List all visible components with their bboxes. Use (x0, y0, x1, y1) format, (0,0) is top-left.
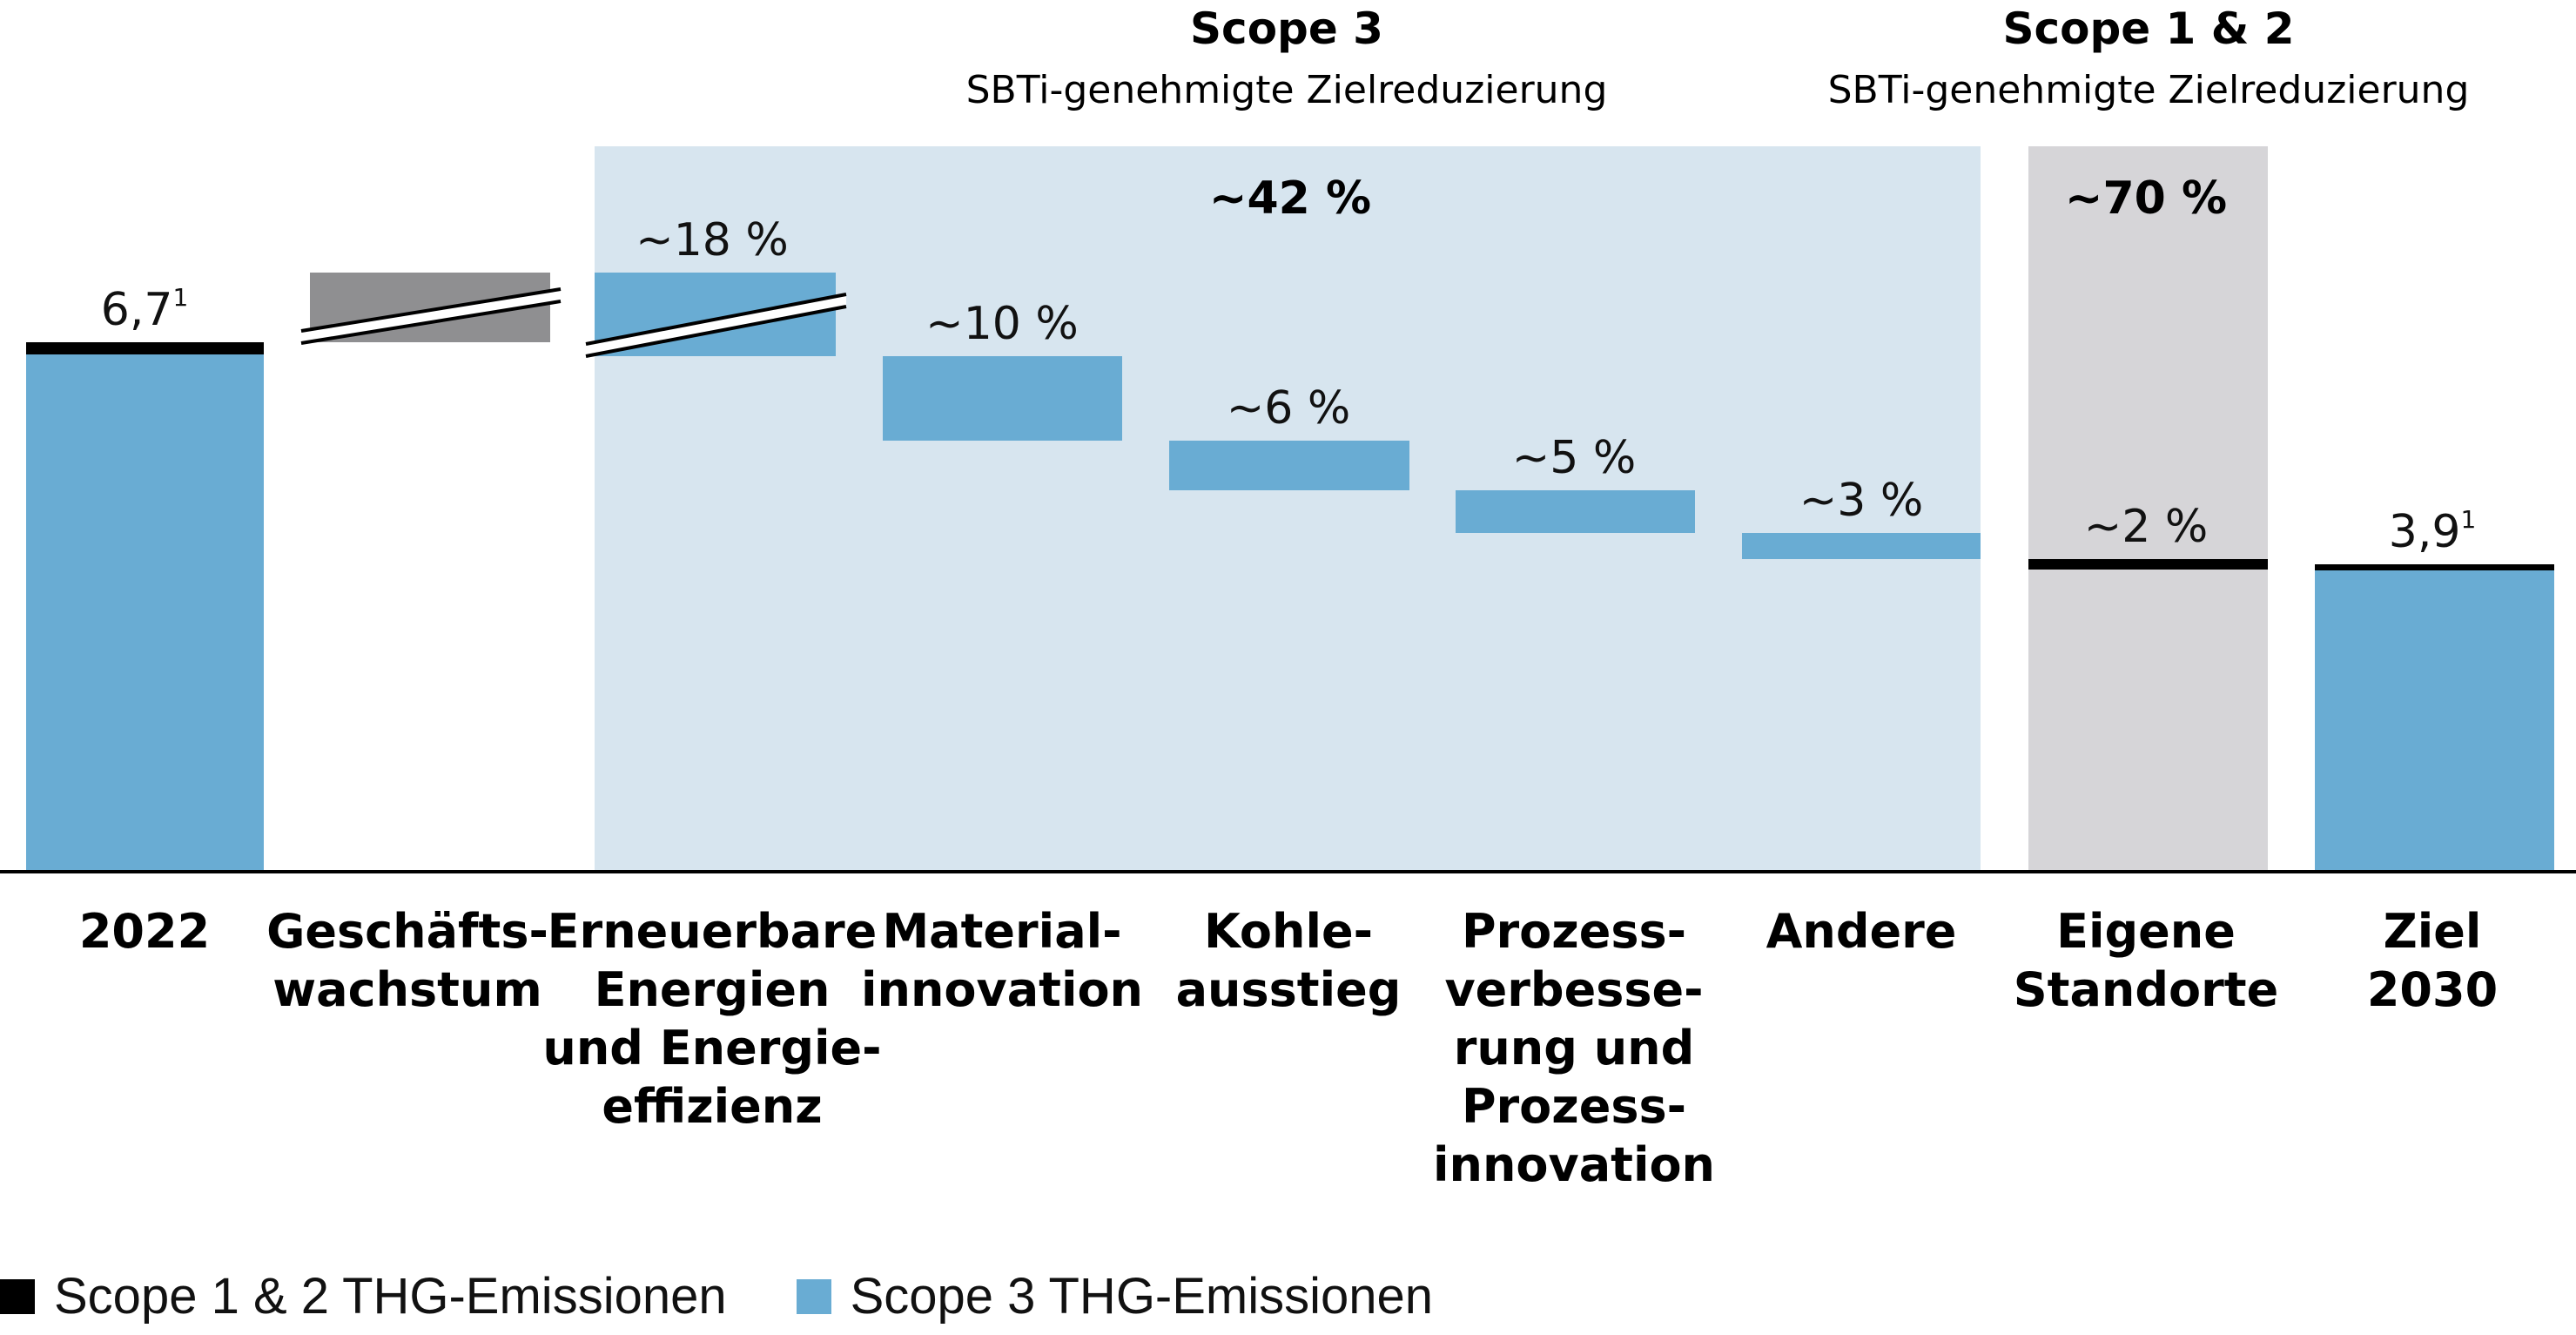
bar-2-value-label: ~18 % (636, 214, 789, 266)
category-label-1-line-1: wachstum (272, 962, 541, 1017)
bar-8-value-label: 3,91 (2389, 505, 2477, 558)
bar-4-value-label: ~6 % (1227, 382, 1351, 435)
bar-7-scope12 (2028, 559, 2268, 570)
category-label-3-line-0: Material- (882, 904, 1121, 959)
category-label-0-line-0: 2022 (79, 904, 210, 959)
bar-4-scope3 (1169, 441, 1409, 490)
bar-3-value-label: ~10 % (925, 298, 1079, 350)
bar-2-break-line-bottom (585, 305, 847, 358)
category-label-4-line-1: ausstieg (1176, 962, 1402, 1017)
scope3-subtitle: SBTi-genehmigte Zielreduzierung (966, 68, 1608, 112)
bar-8-scope12-cap (2315, 564, 2554, 570)
bar-5-value-label: ~5 % (1512, 432, 1637, 484)
legend-swatch-scope12 (0, 1278, 35, 1314)
category-label-5-line-1: verbesse- (1444, 962, 1703, 1017)
category-label-7-line-1: Standorte (2014, 962, 2278, 1017)
bar-0-value-label: 6,71 (101, 283, 189, 336)
category-label-2-line-1: Energien (595, 962, 831, 1017)
category-label-6-line-0: Andere (1766, 904, 1957, 959)
legend-item-scope3: Scope 3 THG-Emissionen (796, 1267, 1434, 1325)
scope3-panel (595, 146, 1981, 871)
scope3-title: Scope 3 (1190, 3, 1383, 54)
legend: Scope 1 & 2 THG-Emissionen Scope 3 THG-E… (0, 1267, 1503, 1325)
scope12-panel (2028, 146, 2268, 871)
category-label-8-line-1: 2030 (2367, 962, 2498, 1017)
bar-1-break-line-top (300, 287, 562, 333)
bar-2-break-gap (586, 294, 846, 356)
category-label-5-line-0: Prozess- (1462, 904, 1686, 959)
category-label-8-line-0: Ziel (2384, 904, 2482, 959)
bar-1-break-gap (301, 289, 561, 343)
category-label-4-line-0: Kohle- (1204, 904, 1373, 959)
scope12-title: Scope 1 & 2 (2002, 3, 2294, 54)
bar-1-break-line-bottom (300, 300, 562, 345)
legend-label-scope3: Scope 3 THG-Emissionen (850, 1268, 1434, 1325)
category-label-5-line-4: innovation (1433, 1137, 1715, 1192)
category-label-5-line-2: rung und (1454, 1021, 1695, 1075)
category-label-7-line-0: Eigene (2056, 904, 2236, 959)
bar-0-scope12-cap (26, 342, 264, 354)
scope3-summary: ~42 % (1209, 172, 1371, 225)
bar-8-scope3 (2315, 564, 2554, 871)
category-label-5-line-3: Prozess- (1462, 1079, 1686, 1134)
scope12-summary: ~70 % (2065, 172, 2227, 225)
category-label-2-line-2: und Energie- (542, 1021, 881, 1075)
scope12-subtitle: SBTi-genehmigte Zielreduzierung (1828, 68, 2470, 112)
bar-6-value-label: ~3 % (1799, 475, 1924, 527)
category-label-1-line-0: Geschäfts- (266, 904, 548, 959)
bar-0-scope3 (26, 342, 264, 871)
legend-swatch-scope3 (796, 1278, 831, 1314)
category-label-3-line-1: innovation (861, 962, 1143, 1017)
bar-3-scope3 (883, 356, 1122, 441)
bar-6-scope3 (1742, 533, 1981, 559)
legend-label-scope12: Scope 1 & 2 THG-Emissionen (54, 1268, 727, 1325)
category-label-2-line-3: effizienz (602, 1079, 822, 1134)
bar-7-value-label: ~2 % (2084, 501, 2209, 553)
category-label-2-line-0: Erneuerbare (548, 904, 878, 959)
bar-2-break-line-top (585, 293, 847, 346)
bar-5-scope3 (1456, 490, 1695, 533)
legend-item-scope12: Scope 1 & 2 THG-Emissionen (0, 1267, 727, 1325)
